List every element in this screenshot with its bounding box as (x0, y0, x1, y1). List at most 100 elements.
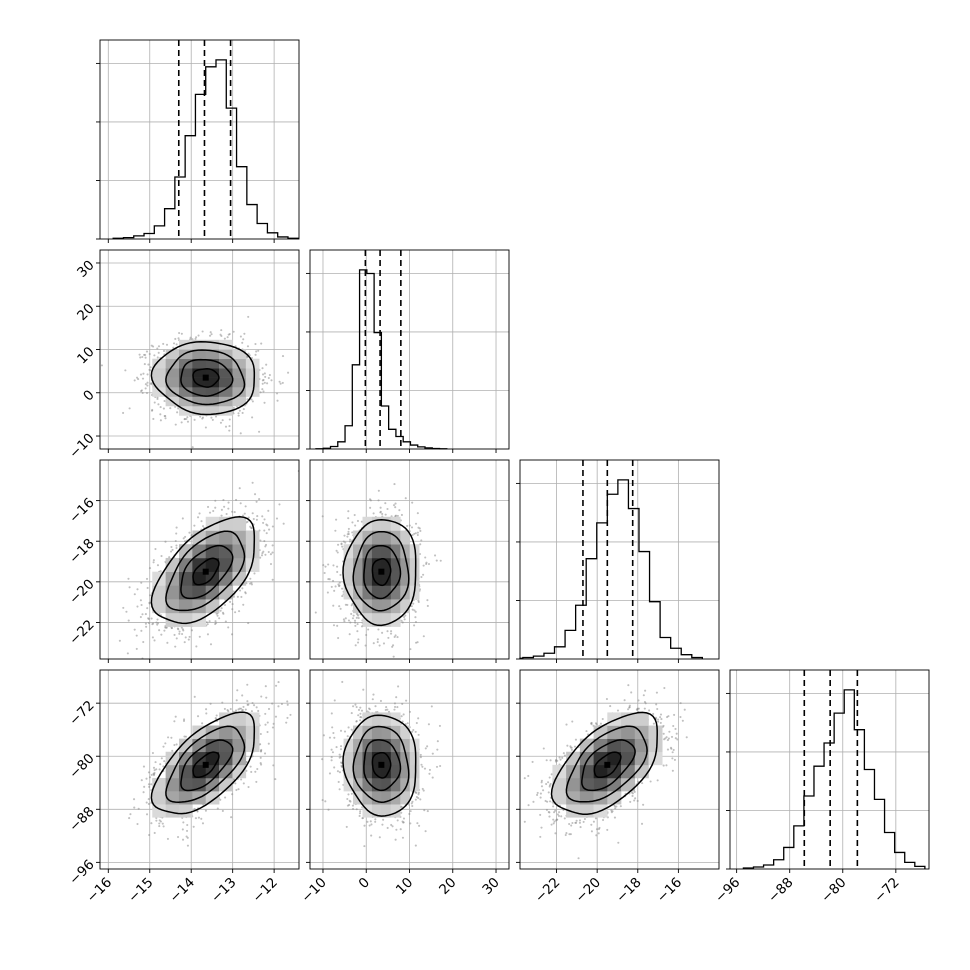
sample-point (337, 583, 340, 586)
sample-point (574, 821, 577, 824)
sample-point (343, 534, 346, 537)
sample-point (331, 751, 335, 754)
y-tick-label: 30 (74, 257, 97, 280)
density-cell (219, 725, 233, 739)
sample-point (330, 756, 333, 759)
sample-point (595, 828, 599, 831)
density-cell (165, 377, 180, 388)
sample-point (414, 620, 418, 624)
density-cell (178, 612, 193, 627)
sample-point (540, 781, 543, 784)
sample-point (415, 791, 418, 794)
sample-point (146, 373, 149, 376)
sample-point (344, 617, 347, 620)
sample-point (371, 698, 374, 701)
contour-line (192, 751, 220, 779)
sample-point (251, 481, 254, 484)
sample-point (590, 830, 593, 833)
sample-point (333, 699, 336, 702)
sample-point (274, 778, 277, 781)
sample-point (146, 381, 149, 384)
density-cell (165, 368, 180, 378)
sample-point (416, 534, 419, 537)
sample-point (174, 423, 177, 426)
sample-point (263, 518, 266, 521)
sample-point (141, 391, 144, 395)
sample-point (260, 342, 263, 345)
sample-point (685, 736, 688, 739)
sample-point (183, 418, 186, 421)
sample-point (260, 554, 264, 557)
density-cell (232, 396, 247, 407)
density-cell (607, 751, 622, 766)
sample-point (183, 718, 186, 721)
scatter-panel-p0-p1: −10 0 10 20 30 (66, 249, 300, 462)
x-tick-label: −13 (208, 875, 239, 906)
sample-point (135, 634, 138, 637)
sample-point (617, 841, 620, 844)
sample-point (188, 635, 191, 638)
sample-point (225, 512, 228, 516)
sample-point (247, 352, 250, 355)
y-tick-label: −72 (66, 698, 97, 729)
density-cell (192, 405, 207, 416)
panel-frame (99, 669, 300, 870)
density-cell (205, 349, 220, 360)
sample-point (377, 628, 380, 631)
sample-point (396, 819, 399, 822)
sample-point (166, 837, 169, 840)
density-cell (381, 764, 392, 779)
sample-point (200, 817, 203, 820)
density-cell (192, 349, 207, 360)
density-cell (205, 751, 220, 766)
sample-point (252, 517, 255, 521)
sample-point (347, 527, 350, 530)
sample-point (382, 642, 386, 645)
sample-point (193, 695, 196, 698)
sample-point (196, 715, 200, 718)
sample-point (265, 532, 268, 535)
sample-point (234, 611, 237, 614)
sample-point (221, 611, 225, 614)
sample-point (424, 556, 427, 559)
sample-point (178, 632, 181, 635)
sample-point (562, 752, 565, 755)
sample-point (418, 824, 421, 827)
sample-point (150, 617, 153, 620)
y-tick-label: −18 (66, 536, 97, 567)
sample-point (641, 782, 644, 785)
density-cell (178, 368, 193, 378)
sample-point (243, 512, 246, 515)
sample-point (643, 700, 646, 704)
sample-point (370, 834, 373, 837)
sample-point (180, 626, 183, 629)
sample-point (224, 425, 228, 428)
sample-point (249, 582, 252, 585)
sample-point (270, 379, 273, 382)
sample-point (219, 421, 223, 424)
sample-point (339, 748, 343, 751)
sample-point (276, 399, 279, 402)
sample-point (228, 429, 231, 432)
sample-point (322, 734, 325, 737)
sample-point (172, 346, 175, 349)
sample-point (424, 830, 427, 833)
sample-point (355, 616, 358, 619)
sample-point (424, 747, 427, 750)
density-cell (245, 368, 260, 378)
sample-point (601, 717, 604, 721)
sample-point (267, 551, 270, 554)
y-tick-label: −10 (66, 430, 97, 461)
sample-point (339, 607, 342, 610)
sample-point (178, 332, 181, 335)
sample-point (417, 526, 420, 529)
density-cell (245, 738, 260, 753)
sample-point (353, 513, 356, 517)
density-cell (648, 738, 663, 753)
sample-point (414, 730, 417, 733)
sample-point (419, 798, 422, 801)
sample-point (166, 641, 169, 644)
sample-point (323, 571, 326, 575)
sample-point (333, 766, 336, 769)
histogram-panel-p1 (306, 249, 510, 453)
